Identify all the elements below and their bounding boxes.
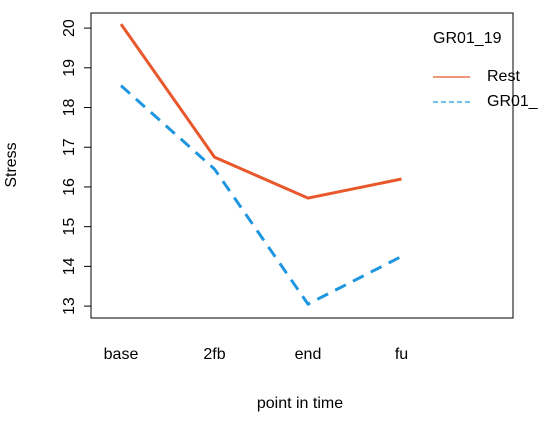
y-tick-label: 17	[61, 138, 78, 156]
legend-title: GR01_19	[433, 30, 502, 47]
y-tick-label: 16	[61, 178, 78, 196]
y-tick-label: 18	[61, 99, 78, 117]
x-tick-label: fu	[395, 346, 408, 363]
plot-box	[90, 12, 514, 319]
series-line	[119, 23, 402, 200]
x-axis-title: point in time	[257, 395, 343, 412]
series-line	[120, 84, 403, 307]
legend-label: Rest	[487, 68, 520, 85]
x-tick-label: 2fb	[203, 346, 225, 363]
y-tick-label: 13	[61, 297, 78, 315]
legend-label: GR01_	[487, 93, 539, 110]
y-tick-label: 20	[61, 19, 78, 37]
x-tick-label: base	[104, 346, 139, 363]
y-axis-title: Stress	[3, 142, 20, 187]
y-tick-label: 14	[61, 257, 78, 275]
y-tick-label: 19	[61, 59, 78, 77]
y-tick-label: 15	[61, 218, 78, 236]
x-tick-label: end	[295, 346, 322, 363]
